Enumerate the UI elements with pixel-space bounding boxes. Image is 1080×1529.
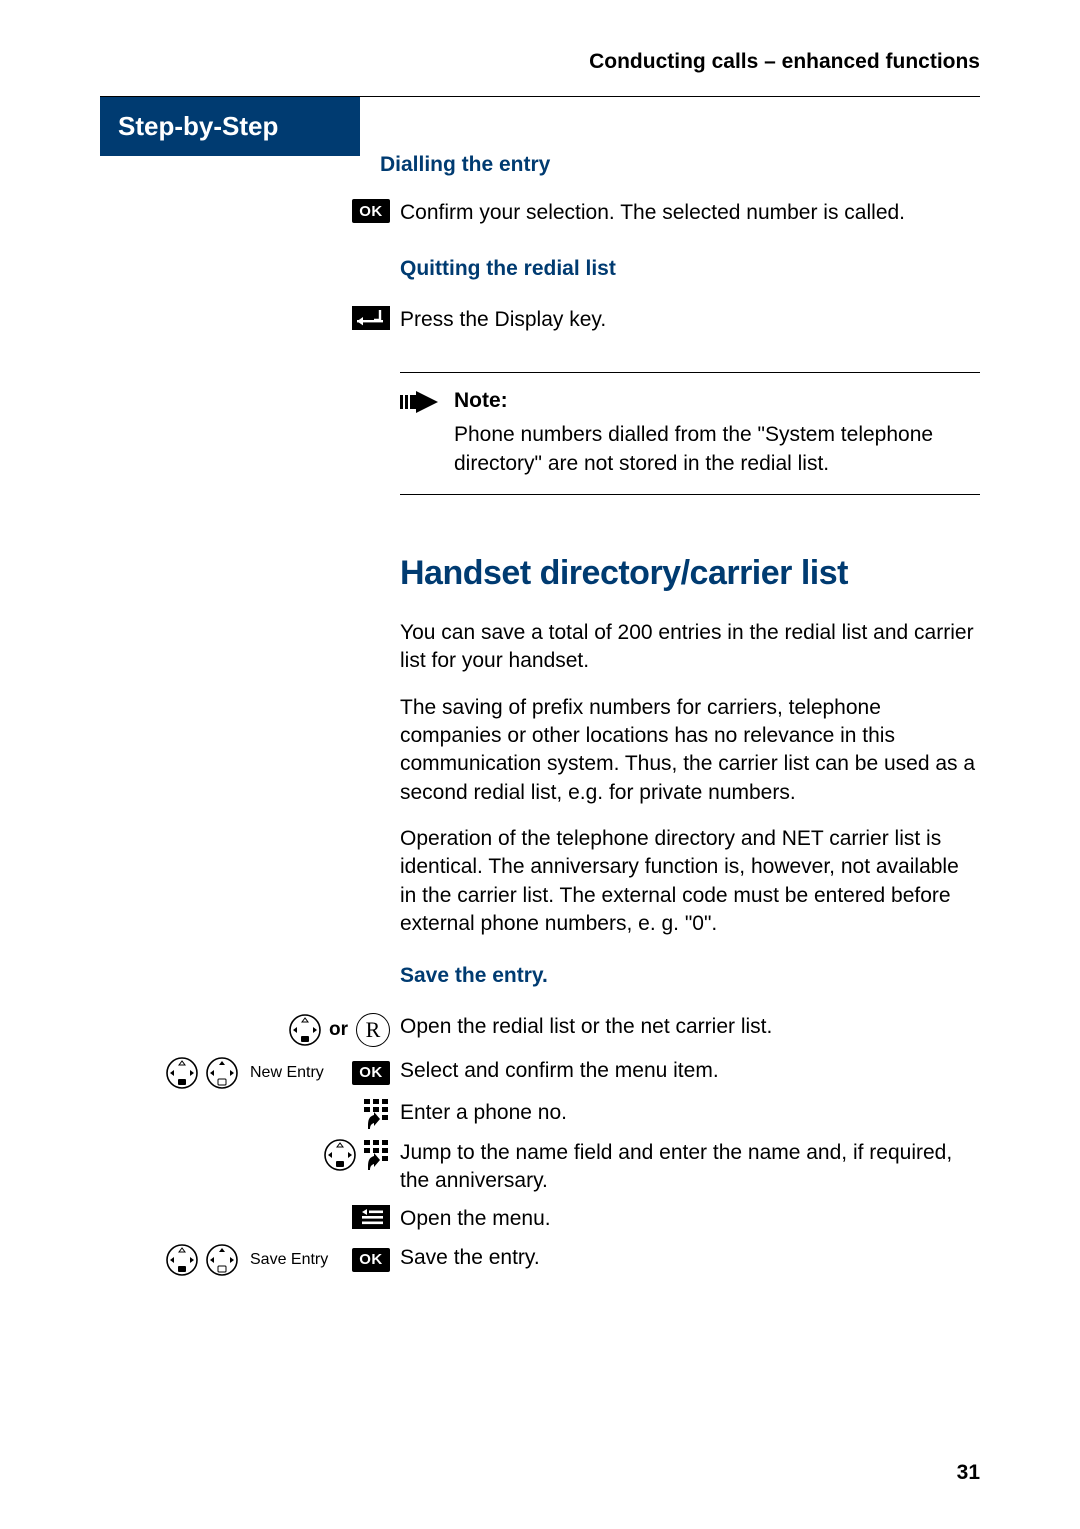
note-box: Note: Phone numbers dialled from the "Sy… (400, 372, 980, 495)
display-back-key-icon (352, 306, 390, 330)
running-head: Conducting calls – enhanced functions (100, 50, 980, 74)
directory-p1: You can save a total of 200 entries in t… (400, 619, 980, 676)
directory-p2: The saving of prefix numbers for carrier… (400, 694, 980, 807)
subhead-dialling: Dialling the entry (380, 153, 980, 177)
menu-item-save-entry: Save Entry (246, 1249, 344, 1271)
quitting-press-text: Press the Display key. (400, 306, 980, 334)
nav-key-icon (166, 1057, 198, 1089)
step-by-step-label: Step-by-Step (100, 97, 360, 156)
or-label: or (329, 1019, 348, 1041)
nav-key-icon (324, 1139, 356, 1171)
note-body: Phone numbers dialled from the "System t… (454, 421, 980, 478)
nav-key-icon (166, 1244, 198, 1276)
note-arrow-icon (400, 389, 440, 415)
page-number: 31 (957, 1461, 980, 1485)
ok-key-icon: OK (352, 1248, 390, 1272)
nav-key-icon (206, 1244, 238, 1276)
save-name-field: Jump to the name field and enter the nam… (400, 1139, 980, 1196)
save-select-confirm: Select and confirm the menu item. (400, 1057, 980, 1085)
subhead-save-entry: Save the entry. (400, 962, 980, 990)
keypad-icon (364, 1140, 390, 1170)
keypad-icon (364, 1099, 390, 1129)
r-key-icon: R (356, 1013, 390, 1047)
menu-key-icon (352, 1205, 390, 1229)
directory-p3: Operation of the telephone directory and… (400, 825, 980, 938)
ok-key-icon: OK (352, 1061, 390, 1085)
save-entry-text: Save the entry. (400, 1244, 980, 1272)
ok-key-icon: OK (352, 199, 390, 223)
save-enter-phone: Enter a phone no. (400, 1099, 980, 1127)
save-open-menu: Open the menu. (400, 1205, 980, 1233)
nav-key-icon (206, 1057, 238, 1089)
note-label: Note: (454, 387, 980, 415)
nav-key-icon (289, 1014, 321, 1046)
menu-item-new-entry: New Entry (246, 1062, 344, 1084)
save-open-list: Open the redial list or the net carrier … (400, 1013, 980, 1041)
subhead-quitting: Quitting the redial list (400, 255, 980, 283)
section-heading-directory: Handset directory/carrier list (400, 551, 980, 597)
dialling-confirm-text: Confirm your selection. The selected num… (400, 199, 980, 227)
